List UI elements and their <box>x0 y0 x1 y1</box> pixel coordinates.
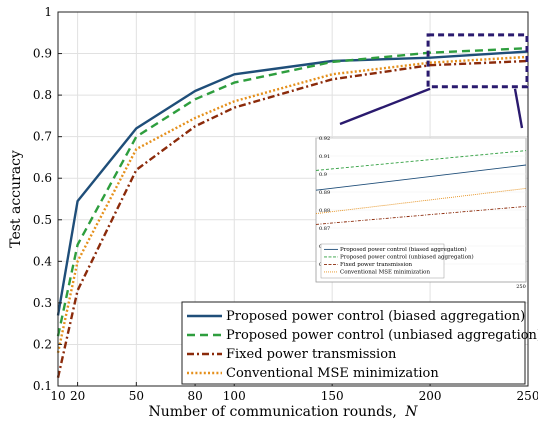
axis-ticks: 10 20 50 80 100 150 200 250 0.1 0.2 0.3 0.4 0.5 0.6 0.… <box>33 5 538 403</box>
inset-plot: 0.850.860.870.880.890.90.910.92250Propos… <box>315 136 527 290</box>
legend-label-conventional-mse-minimization: Conventional MSE minimization <box>226 366 439 381</box>
inset-legend-label: Fixed power transmission <box>340 262 413 268</box>
zoom-indicator <box>339 33 529 129</box>
y-tick-label: 0.8 <box>33 88 52 102</box>
x-tick-label: 150 <box>321 389 344 403</box>
x-tick-label: 100 <box>223 389 246 403</box>
x-axis-title-text: Number of communication rounds, <box>149 404 397 420</box>
legend-label-proposed-power-control-unbiased-aggregation: Proposed power control (unbiased aggrega… <box>226 328 538 343</box>
plot-frame <box>57 11 529 387</box>
x-tick-label: 200 <box>419 389 442 403</box>
inset-y-tick-label: 0.9 <box>319 172 327 178</box>
legend: Proposed power control (biased aggregati… <box>181 301 538 385</box>
y-tick-label: 0.1 <box>33 379 52 393</box>
inset-legend-label: Proposed power control (unbiased aggrega… <box>340 254 474 261</box>
inset-y-tick-label: 0.88 <box>319 208 330 214</box>
series-line-conventional-mse-minimization <box>56 55 529 354</box>
y-tick-label: 1 <box>44 5 52 19</box>
inset-y-tick-label: 0.89 <box>319 190 330 196</box>
x-axis-title-symbol: N <box>404 404 418 420</box>
y-tick-label: 0.6 <box>33 171 52 185</box>
y-axis-title: Test accuracy <box>8 150 24 248</box>
x-tick-label: 80 <box>187 389 202 403</box>
y-tick-label: 0.7 <box>33 130 52 144</box>
series-lines <box>56 47 529 378</box>
inset-series-line-proposed-power-control-biased-aggregation <box>315 164 527 191</box>
x-tick-label: 10 <box>50 389 65 403</box>
zoom-connector-line <box>513 88 524 129</box>
y-tick-label: 0.2 <box>33 337 52 351</box>
x-tick-label: 50 <box>129 389 144 403</box>
inset-y-tick-label: 0.92 <box>319 136 330 142</box>
inset-x-tick-label: 250 <box>516 284 526 290</box>
inset-legend-label: Proposed power control (biased aggregati… <box>340 246 467 253</box>
x-axis-title: Number of communication rounds, N <box>149 404 419 420</box>
zoom-box <box>426 33 529 89</box>
inset-series-line-fixed-power-transmission <box>315 205 527 225</box>
x-tick-label: 20 <box>70 389 85 403</box>
inset-legend-box <box>320 243 445 279</box>
series-line-fixed-power-transmission <box>56 59 529 378</box>
series-line-proposed-power-control-unbiased-aggregation <box>56 47 529 337</box>
inset-series-line-conventional-mse-minimization <box>315 187 527 215</box>
legend-box <box>181 301 526 385</box>
y-tick-label: 0.5 <box>33 213 52 227</box>
zoom-connector-line <box>339 87 431 126</box>
inset-y-tick-label: 0.91 <box>319 154 330 160</box>
legend-label-proposed-power-control-biased-aggregation: Proposed power control (biased aggregati… <box>226 309 525 324</box>
inset-legend-label: Conventional MSE minimization <box>340 270 430 276</box>
series-line-proposed-power-control-biased-aggregation <box>56 50 529 316</box>
y-tick-label: 0.4 <box>33 254 52 268</box>
y-tick-label: 0.9 <box>33 47 52 61</box>
inset-legend: Proposed power control (biased aggregati… <box>320 243 474 279</box>
inset-y-tick-label: 0.87 <box>319 226 330 232</box>
y-tick-label: 0.3 <box>33 296 52 310</box>
legend-label-fixed-power-transmission: Fixed power transmission <box>226 347 397 362</box>
x-tick-label: 250 <box>517 389 538 403</box>
inset-series-line-proposed-power-control-unbiased-aggregation <box>315 150 527 171</box>
